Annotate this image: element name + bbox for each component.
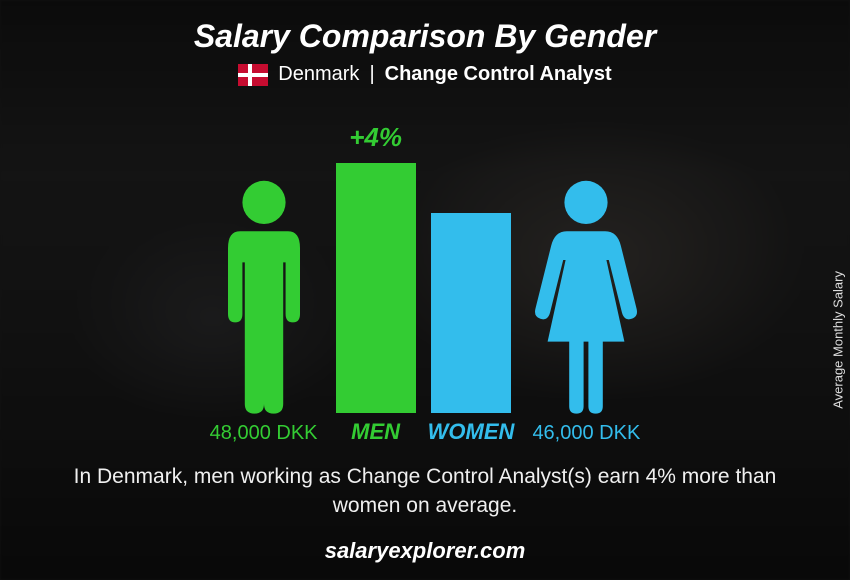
denmark-flag-icon <box>238 64 268 86</box>
men-bar-wrap: +4% MEN <box>336 122 416 445</box>
male-person-icon <box>204 176 324 416</box>
male-figure-wrap: 48,000 DKK <box>204 176 324 445</box>
footer-source: salaryexplorer.com <box>325 538 526 564</box>
female-person-icon <box>526 176 646 416</box>
page-title: Salary Comparison By Gender <box>194 18 656 55</box>
country-label: Denmark <box>278 63 359 86</box>
men-group: 48,000 DKK +4% MEN <box>204 122 416 445</box>
y-axis-label: Average Monthly Salary <box>831 271 846 409</box>
women-bar-wrap: WOMEN <box>428 213 515 445</box>
women-salary-value: 46,000 DKK <box>532 422 640 445</box>
difference-label: +4% <box>349 122 402 153</box>
women-bar-label: WOMEN <box>428 419 515 445</box>
separator: | <box>369 63 374 86</box>
men-salary-value: 48,000 DKK <box>210 422 318 445</box>
subtitle-row: Denmark | Change Control Analyst <box>238 63 611 86</box>
role-label: Change Control Analyst <box>385 63 612 86</box>
summary-text: In Denmark, men working as Change Contro… <box>65 463 785 520</box>
chart-area: 48,000 DKK +4% MEN WOMEN 46,000 DKK Aver <box>0 86 850 455</box>
women-group: WOMEN 46,000 DKK <box>428 176 647 445</box>
infographic-content: Salary Comparison By Gender Denmark | Ch… <box>0 0 850 580</box>
female-figure-wrap: 46,000 DKK <box>526 176 646 445</box>
women-bar <box>431 213 511 413</box>
men-bar-label: MEN <box>351 419 400 445</box>
men-bar <box>336 163 416 413</box>
